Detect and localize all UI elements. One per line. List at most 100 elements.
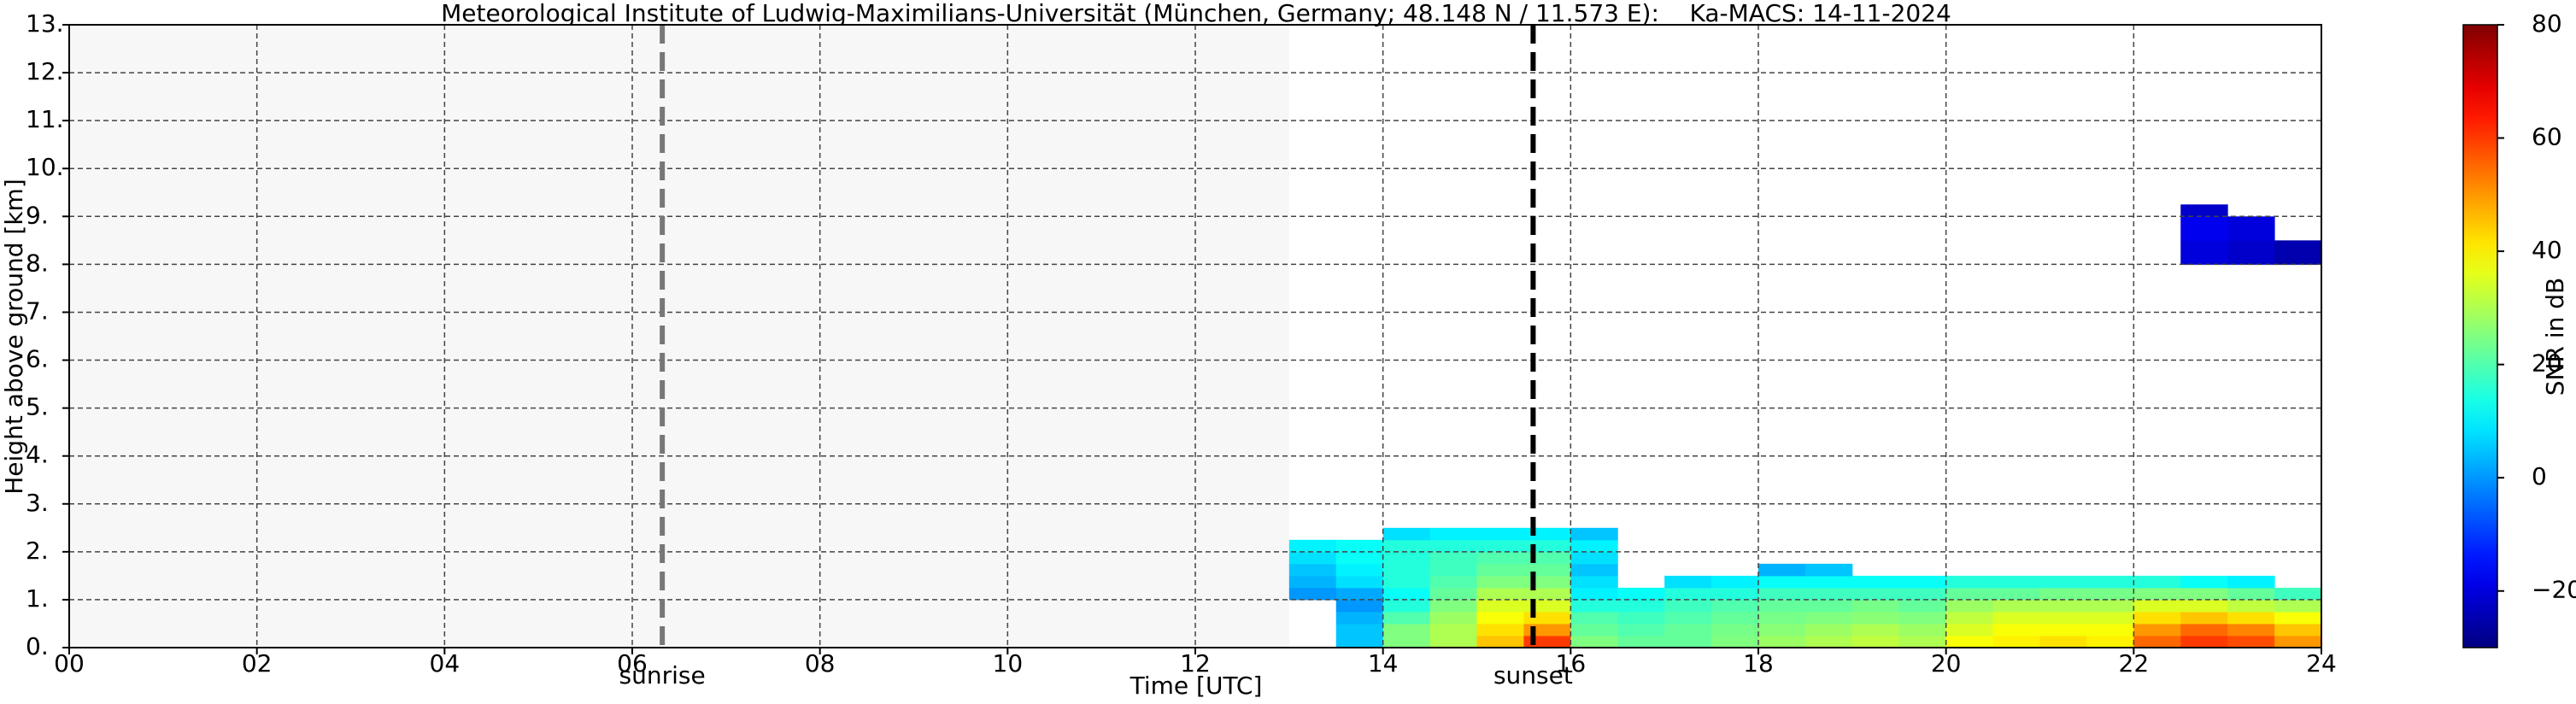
heatmap-cell	[1758, 587, 1806, 601]
heatmap-cell	[1570, 575, 1618, 589]
heatmap-cell	[1758, 611, 1806, 625]
heatmap-cell	[2274, 623, 2322, 637]
heatmap-cell	[1570, 611, 1618, 625]
heatmap-cell	[2227, 240, 2275, 265]
heatmap-cell	[1664, 599, 1712, 613]
heatmap-cell	[1288, 539, 1337, 553]
heatmap-cell	[1570, 599, 1618, 613]
heatmap-cell	[2133, 611, 2181, 625]
heatmap-cell	[2274, 611, 2322, 625]
heatmap-cell	[1288, 551, 1337, 565]
heatmap-cell	[1617, 635, 1665, 648]
heatmap-cell	[1617, 623, 1665, 637]
x-tick-label: 24	[2306, 649, 2337, 678]
heatmap-cell	[2039, 623, 2087, 637]
heatmap-cell	[2180, 575, 2228, 589]
heatmap-cell	[1335, 539, 1384, 553]
heatmap-cell	[1945, 623, 1994, 637]
heatmap-cell	[1617, 611, 1665, 625]
heatmap-cell	[1992, 635, 2040, 648]
heatmap-cell	[1898, 611, 1947, 625]
heatmap-cell	[1804, 635, 1853, 648]
heatmap-cell	[1429, 599, 1477, 613]
y-tick-label: 3.	[26, 489, 49, 517]
heatmap-cell	[1758, 563, 1806, 577]
x-tick-label: 16	[1556, 649, 1587, 678]
heatmap-cell	[1664, 611, 1712, 625]
heatmap-cell	[2227, 623, 2275, 637]
heatmap-cell	[1382, 527, 1431, 541]
heatmap-cell	[1804, 611, 1853, 625]
heatmap-cell	[1758, 599, 1806, 613]
x-tick-label: 06	[617, 649, 648, 678]
heatmap-cell	[1570, 527, 1618, 541]
heatmap-cell	[1429, 527, 1477, 541]
heatmap-cell	[1382, 563, 1431, 577]
heatmap-cell	[1758, 575, 1806, 589]
y-tick-label: 11.	[26, 105, 64, 133]
colorbar-tick-label: 80	[2532, 9, 2562, 38]
y-tick-label: 7.	[26, 296, 49, 325]
x-tick-label: 00	[54, 649, 85, 678]
heatmap-cell	[2086, 575, 2134, 589]
x-tick-label: 14	[1368, 649, 1399, 678]
y-axis-label: Height above ground [km]	[0, 179, 28, 495]
y-tick-label: 4.	[26, 441, 49, 469]
heatmap-cell	[1898, 635, 1947, 648]
heatmap-cell	[2180, 587, 2228, 601]
heatmap-cell	[1382, 599, 1431, 613]
heatmap-cell	[2133, 599, 2181, 613]
heatmap-cell	[1617, 587, 1665, 601]
heatmap-cell	[1335, 563, 1384, 577]
heatmap-cell	[2180, 204, 2228, 217]
y-tick-label: 9.	[26, 201, 49, 229]
x-tick-label: 02	[242, 649, 273, 678]
heatmap-cell	[1711, 623, 1759, 637]
heatmap-cell	[1476, 599, 1524, 613]
heatmap-cell	[1992, 599, 2040, 613]
colorbar-label: SNR in dB	[2541, 278, 2569, 396]
heatmap-cell	[1804, 623, 1853, 637]
colorbar-tick-label: −20	[2532, 576, 2576, 604]
heatmap-cell	[1851, 575, 1900, 589]
heatmap-cell	[1711, 635, 1759, 648]
heatmap-cell	[1429, 587, 1477, 601]
heatmap-cell	[2274, 240, 2322, 265]
heatmap-cell	[1570, 563, 1618, 577]
colorbar-tick-label: 60	[2532, 123, 2562, 151]
heatmap-cell	[1288, 575, 1337, 589]
x-tick-label: 04	[430, 649, 461, 678]
y-tick-label: 8.	[26, 249, 49, 277]
heatmap-cell	[1851, 635, 1900, 648]
heatmap-cell	[2039, 599, 2087, 613]
heatmap-cell	[2086, 611, 2134, 625]
heatmap-cell	[1476, 539, 1524, 553]
heatmap-cell	[1898, 575, 1947, 589]
colorbar-tick-label: 40	[2532, 236, 2562, 264]
heatmap-cell	[2227, 216, 2275, 241]
heatmap-cell	[2227, 635, 2275, 648]
heatmap-cell	[1476, 551, 1524, 565]
heatmap-cell	[1898, 587, 1947, 601]
heatmap-cell	[1664, 623, 1712, 637]
heatmap-cell	[1335, 551, 1384, 565]
heatmap-cell	[2133, 575, 2181, 589]
heatmap-cell	[1288, 563, 1337, 577]
heatmap-cell	[2133, 635, 2181, 648]
x-tick-label: 12	[1180, 649, 1211, 678]
heatmap-cell	[2180, 216, 2228, 241]
heatmap-cell	[1804, 563, 1853, 577]
heatmap-cell	[1945, 575, 1994, 589]
plot-frame	[68, 24, 2322, 648]
heatmap-cell	[1429, 551, 1477, 565]
y-tick-label: 13.	[26, 9, 64, 38]
x-tick-label: 10	[993, 649, 1024, 678]
heatmap-cell	[1382, 551, 1431, 565]
x-tick-label: 08	[805, 649, 836, 678]
heatmap-cell	[2274, 587, 2322, 601]
colorbar	[2462, 24, 2498, 648]
heatmap-cell	[1335, 611, 1384, 625]
heatmap-cell	[1429, 539, 1477, 553]
